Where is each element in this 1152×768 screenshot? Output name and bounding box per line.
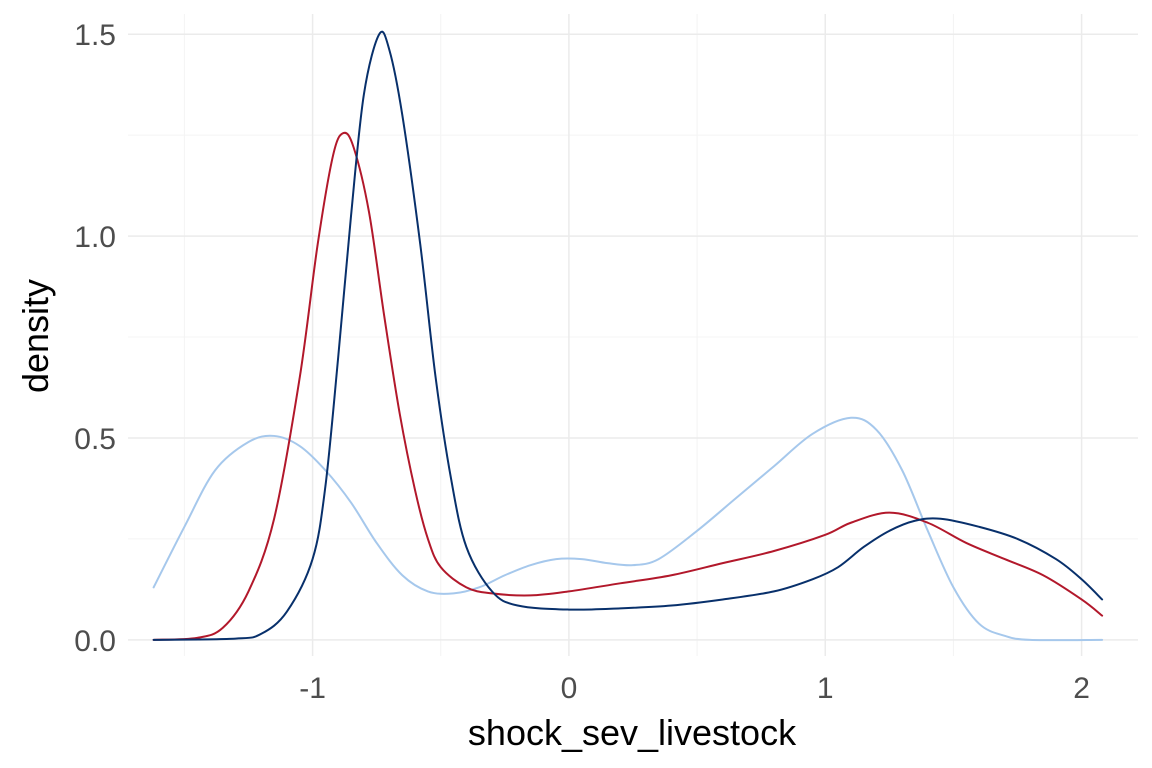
x-tick-label: -1 xyxy=(299,672,326,705)
x-tick-label: 0 xyxy=(561,672,578,705)
y-tick-label: 1.0 xyxy=(74,221,116,254)
x-axis-title: shock_sev_livestock xyxy=(468,712,797,753)
y-axis-title: density xyxy=(15,279,56,393)
x-tick-label: 1 xyxy=(817,672,834,705)
density-line-3 xyxy=(152,30,1104,641)
x-tick-labels: -1 0 1 2 xyxy=(299,672,1090,705)
y-tick-label: 0.0 xyxy=(74,625,116,658)
series-layer xyxy=(152,30,1104,642)
density-line-2 xyxy=(152,131,1104,641)
density-line-1 xyxy=(152,416,1104,642)
y-tick-label: 0.5 xyxy=(74,423,116,456)
grid-layer xyxy=(128,14,1138,656)
y-tick-labels: 0.0 0.5 1.0 1.5 xyxy=(74,19,116,658)
y-tick-label: 1.5 xyxy=(74,19,116,52)
x-tick-label: 2 xyxy=(1073,672,1090,705)
